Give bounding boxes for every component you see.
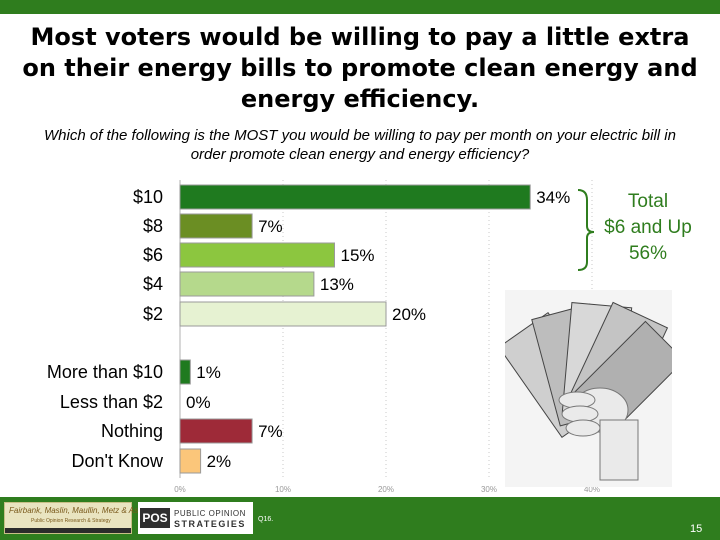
bar xyxy=(179,418,253,444)
bar-row: $4 13% xyxy=(143,271,354,297)
value-label: 7% xyxy=(258,217,283,236)
bar-row: More than $10 1% xyxy=(47,359,221,385)
category-label: $4 xyxy=(143,274,163,294)
bar xyxy=(179,359,191,385)
bar xyxy=(179,213,253,239)
top-bar xyxy=(0,0,720,14)
value-label: 34% xyxy=(536,188,570,207)
bar xyxy=(179,448,202,474)
fm3-logo-text: Fairbank, Maslin, Maullin, Metz & Associ… xyxy=(9,506,191,515)
x-tick-label: 30% xyxy=(481,485,497,494)
x-tick-labels: 0% 10% 20% 30% 40% xyxy=(174,485,600,494)
bar xyxy=(179,271,315,297)
bar-row: Less than $2 0% xyxy=(60,392,211,412)
category-label: Nothing xyxy=(101,421,163,441)
category-label: Less than $2 xyxy=(60,392,163,412)
value-label: 13% xyxy=(320,275,354,294)
bar-chart: $10 34% $8 7% $6 15% $4 13% $2 20% More than $10 1%… xyxy=(47,180,600,494)
pos-logo-line-2: STRATEGIES xyxy=(174,519,246,529)
bar xyxy=(179,301,387,327)
x-tick-label: 0% xyxy=(174,485,186,494)
value-label: 2% xyxy=(207,452,232,471)
fm3-logo-subtext: Public Opinion Research & Strategy xyxy=(31,518,111,524)
slide-title: Most voters would be willing to pay a li… xyxy=(22,23,698,113)
callout-brace xyxy=(577,189,595,271)
category-label: $10 xyxy=(133,187,163,207)
callout-line-3: 56% xyxy=(628,243,668,264)
category-label: More than $10 xyxy=(47,362,163,382)
bar xyxy=(179,184,531,210)
value-label: 7% xyxy=(258,422,283,441)
question-reference: Q16. xyxy=(258,516,274,523)
category-label: $8 xyxy=(143,216,163,236)
bar-row: $6 15% xyxy=(143,242,375,268)
total-callout: Total $6 and Up 56% xyxy=(588,189,708,267)
pos-logo: POS PUBLIC OPINION STRATEGIES xyxy=(138,502,253,534)
category-label: $2 xyxy=(143,304,163,324)
money-photo xyxy=(498,290,685,487)
category-label: $6 xyxy=(143,245,163,265)
question-text: Which of the following is the MOST you w… xyxy=(44,127,676,163)
bar-row: $2 20% xyxy=(143,301,426,327)
x-tick-label: 10% xyxy=(275,485,291,494)
pos-logo-line-1: PUBLIC OPINION xyxy=(174,509,246,518)
fm3-logo: Fairbank, Maslin, Maullin, Metz & Associ… xyxy=(4,502,191,534)
bar-row: $8 7% xyxy=(143,213,283,239)
x-tick-label: 40% xyxy=(584,485,600,494)
callout-line-1: Total xyxy=(627,191,669,212)
pos-logo-mark: POS xyxy=(140,508,170,528)
bar-row: $10 34% xyxy=(133,184,570,210)
chart-bars: $10 34% $8 7% $6 15% $4 13% $2 20% More than $10 1%… xyxy=(47,184,570,474)
value-label: 15% xyxy=(341,246,375,265)
x-tick-label: 20% xyxy=(378,485,394,494)
value-label: 20% xyxy=(392,305,426,324)
bar-row: Don't Know 2% xyxy=(72,448,232,474)
value-label: 0% xyxy=(186,393,211,412)
category-label: Don't Know xyxy=(72,451,164,471)
page-number: 15 xyxy=(690,523,703,535)
bar-row: Nothing 7% xyxy=(101,418,283,444)
callout-line-2: $6 and Up xyxy=(604,217,692,238)
value-label: 1% xyxy=(196,363,221,382)
bar xyxy=(179,242,335,268)
